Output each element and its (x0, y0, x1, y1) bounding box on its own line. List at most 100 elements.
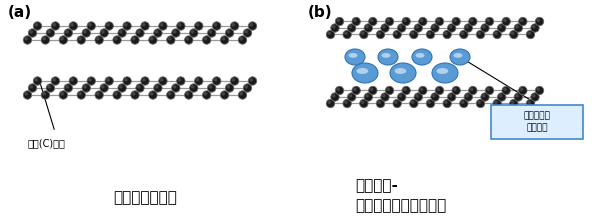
Circle shape (370, 19, 373, 22)
Circle shape (431, 93, 439, 101)
Circle shape (404, 19, 406, 22)
Ellipse shape (382, 53, 391, 58)
Circle shape (176, 77, 185, 85)
Text: 二層グラフェン: 二層グラフェン (113, 191, 177, 206)
Circle shape (370, 88, 373, 90)
Circle shape (169, 92, 171, 95)
Circle shape (35, 78, 37, 81)
Circle shape (344, 101, 347, 104)
Circle shape (66, 31, 68, 33)
Circle shape (461, 32, 464, 34)
Circle shape (537, 88, 539, 90)
Circle shape (448, 24, 456, 32)
Circle shape (87, 77, 95, 85)
Circle shape (53, 24, 55, 26)
Circle shape (385, 17, 394, 26)
Circle shape (212, 22, 221, 30)
Circle shape (28, 29, 37, 37)
Circle shape (155, 31, 158, 33)
Circle shape (328, 32, 331, 34)
Circle shape (244, 29, 252, 37)
Circle shape (397, 93, 406, 101)
Circle shape (28, 84, 37, 92)
Circle shape (137, 85, 140, 88)
Circle shape (414, 24, 422, 32)
Circle shape (105, 77, 113, 85)
Ellipse shape (437, 68, 448, 74)
Circle shape (331, 93, 339, 101)
Circle shape (66, 85, 68, 88)
Circle shape (445, 32, 447, 34)
Circle shape (445, 101, 447, 104)
Circle shape (395, 101, 397, 104)
Circle shape (399, 26, 401, 28)
Circle shape (452, 86, 460, 95)
Circle shape (202, 36, 211, 44)
Circle shape (46, 84, 55, 92)
Circle shape (186, 92, 189, 95)
Circle shape (426, 99, 434, 108)
Circle shape (437, 19, 439, 22)
Circle shape (141, 77, 149, 85)
Circle shape (503, 88, 506, 90)
Circle shape (115, 37, 117, 40)
Circle shape (454, 88, 456, 90)
Circle shape (399, 94, 401, 97)
Circle shape (349, 94, 352, 97)
Circle shape (232, 78, 235, 81)
Circle shape (113, 91, 121, 99)
Circle shape (366, 26, 368, 28)
Circle shape (173, 31, 176, 33)
Circle shape (511, 32, 514, 34)
Circle shape (466, 94, 469, 97)
Circle shape (344, 32, 347, 34)
Circle shape (478, 101, 481, 104)
Circle shape (48, 85, 50, 88)
Circle shape (141, 22, 149, 30)
Circle shape (220, 91, 229, 99)
Circle shape (464, 93, 473, 101)
Circle shape (34, 77, 42, 85)
Circle shape (352, 86, 361, 95)
Circle shape (331, 24, 339, 32)
Ellipse shape (356, 68, 368, 74)
Circle shape (169, 37, 171, 40)
Circle shape (481, 93, 489, 101)
Circle shape (347, 93, 356, 101)
Circle shape (466, 26, 469, 28)
Circle shape (194, 77, 203, 85)
FancyBboxPatch shape (491, 105, 583, 139)
Circle shape (353, 19, 356, 22)
Circle shape (149, 36, 157, 44)
Circle shape (173, 85, 176, 88)
Circle shape (436, 86, 444, 95)
Circle shape (514, 93, 523, 101)
Circle shape (537, 19, 539, 22)
Circle shape (368, 86, 377, 95)
Circle shape (493, 30, 502, 39)
Circle shape (416, 94, 418, 97)
Circle shape (245, 31, 248, 33)
Circle shape (30, 31, 32, 33)
Circle shape (194, 22, 203, 30)
Circle shape (41, 36, 50, 44)
Circle shape (226, 84, 234, 92)
Circle shape (535, 86, 544, 95)
Circle shape (532, 26, 535, 28)
Circle shape (230, 22, 239, 30)
Circle shape (410, 30, 418, 39)
Circle shape (518, 17, 527, 26)
Circle shape (493, 99, 502, 108)
Circle shape (133, 37, 135, 40)
Circle shape (497, 24, 506, 32)
Text: (b): (b) (308, 5, 332, 20)
Ellipse shape (395, 68, 406, 74)
Circle shape (220, 36, 229, 44)
Circle shape (470, 88, 473, 90)
Circle shape (227, 31, 230, 33)
Circle shape (366, 94, 368, 97)
Circle shape (125, 78, 127, 81)
Circle shape (332, 94, 335, 97)
Circle shape (376, 99, 385, 108)
Circle shape (244, 84, 252, 92)
